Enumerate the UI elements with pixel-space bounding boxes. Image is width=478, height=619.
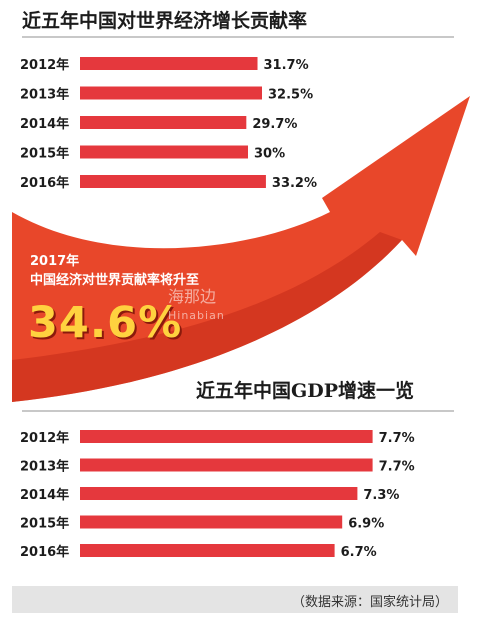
forecast-text: 中国经济对世界贡献率将升至 <box>30 273 200 288</box>
forecast-year: 2017年 <box>30 254 80 269</box>
contribution-value-label: 32.5% <box>268 88 313 103</box>
gdp-category-label: 2014年 <box>20 487 69 503</box>
source-footer: （数据来源：国家统计局） <box>12 586 458 613</box>
contribution-category-label: 2014年 <box>20 116 69 132</box>
gdp-bars: 2012年 7.7% 2013年 7.7% 2014年 7.3% 2015年 6.9% 2016… <box>20 430 415 560</box>
watermark-en: Hinabian <box>168 309 225 322</box>
contribution-value-label: 30% <box>254 147 285 162</box>
gdp-value-label: 7.3% <box>363 488 399 503</box>
gdp-category-label: 2013年 <box>20 459 69 475</box>
title-divider <box>22 36 454 38</box>
contribution-bar <box>80 145 248 159</box>
gdp-bar <box>80 544 335 557</box>
contribution-category-label: 2016年 <box>20 175 69 191</box>
forecast-note: 2017年 中国经济对世界贡献率将升至 <box>30 252 199 290</box>
contribution-category-label: 2012年 <box>20 57 69 73</box>
gdp-bar <box>80 487 358 500</box>
growth-arrow-body <box>12 96 470 402</box>
gdp-title-divider <box>22 410 454 412</box>
growth-arrow-shade <box>12 232 402 402</box>
gdp-bar <box>80 458 373 472</box>
source-text: （数据来源：国家统计局） <box>291 595 448 610</box>
gdp-value-label: 7.7% <box>379 431 415 446</box>
gdp-category-label: 2012年 <box>20 430 69 446</box>
forecast-value: 34.6% <box>28 298 183 348</box>
gdp-chart-title: 近五年中国GDP增速一览 <box>196 380 414 402</box>
contribution-bars: 2012年 31.7% 2013年 32.5% 2014年 29.7% 2015年 30% 20… <box>20 57 317 191</box>
contribution-category-label: 2013年 <box>20 87 69 103</box>
gdp-value-label: 6.7% <box>341 545 377 560</box>
contribution-chart-title: 近五年中国对世界经济增长贡献率 <box>22 10 308 32</box>
gdp-value-label: 7.7% <box>379 460 415 475</box>
growth-arrow <box>12 96 470 402</box>
contribution-bar <box>80 116 247 129</box>
gdp-bar <box>80 515 343 529</box>
contribution-value-label: 29.7% <box>252 117 297 132</box>
contribution-value-label: 31.7% <box>264 58 309 73</box>
gdp-category-label: 2015年 <box>20 516 69 532</box>
contribution-bar <box>80 175 266 188</box>
contribution-bar <box>80 86 262 100</box>
contribution-category-label: 2015年 <box>20 146 69 162</box>
contribution-value-label: 33.2% <box>272 176 317 191</box>
gdp-category-label: 2016年 <box>20 544 69 560</box>
contribution-bar <box>80 57 258 70</box>
gdp-value-label: 6.9% <box>348 517 384 532</box>
watermark-cn: 海那边 <box>168 287 217 306</box>
watermark-logo: 海那边 Hinabian <box>168 287 225 325</box>
gdp-bar <box>80 430 373 443</box>
